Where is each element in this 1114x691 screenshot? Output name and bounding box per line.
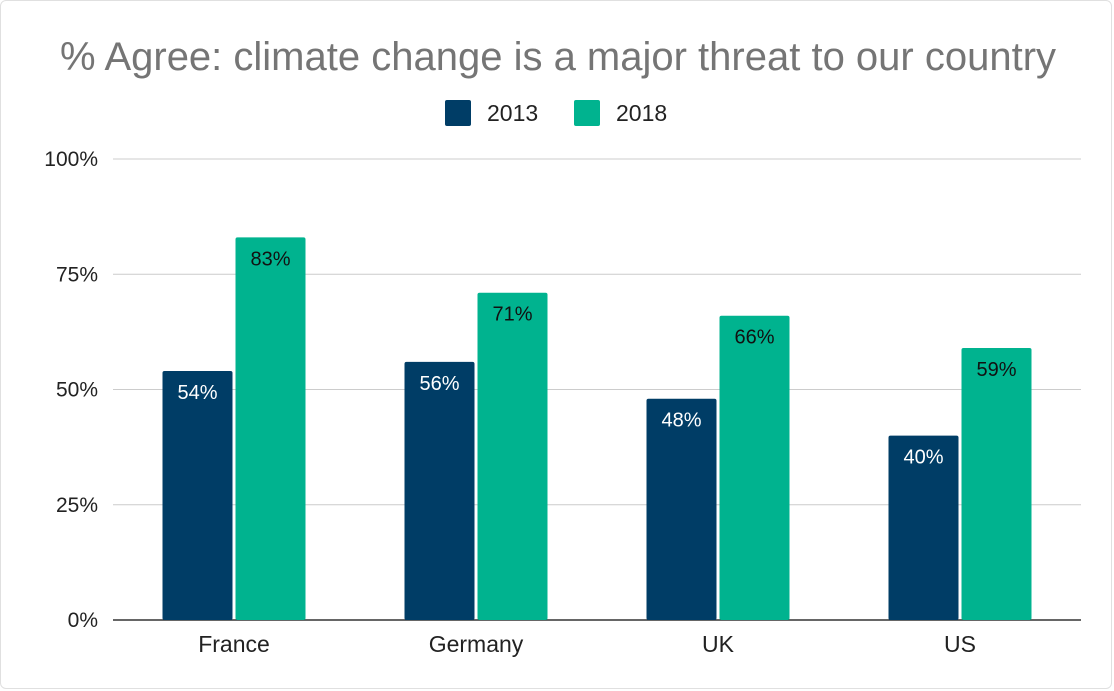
data-label: 48% xyxy=(661,410,701,432)
y-tick-label: 100% xyxy=(44,148,98,171)
x-category-label: UK xyxy=(702,631,735,657)
data-label: 54% xyxy=(177,382,217,404)
y-axis-labels: 0% 25% 50% 75% 100% xyxy=(44,148,98,632)
chart-title: % Agree: climate change is a major threa… xyxy=(60,35,1056,79)
y-tick-label: 0% xyxy=(68,609,98,632)
data-label: 66% xyxy=(734,327,774,349)
bar-2013-us xyxy=(888,435,959,620)
data-label: 71% xyxy=(492,304,532,326)
y-tick-label: 75% xyxy=(56,263,98,286)
y-tick-label: 50% xyxy=(56,379,98,402)
bar-2018-france xyxy=(235,237,306,620)
legend-swatch-2018 xyxy=(574,100,600,126)
bar-labels: 54% 83% 56% 71% 48% 66% 40% 59% xyxy=(177,248,1016,468)
bar-2013-germany xyxy=(404,361,475,620)
legend-label-2013: 2013 xyxy=(487,100,538,126)
data-label: 40% xyxy=(903,447,943,469)
bar-2018-uk xyxy=(719,315,790,620)
x-category-label: France xyxy=(198,631,270,657)
x-axis-labels: France Germany UK US xyxy=(198,631,976,657)
bar-2013-france xyxy=(162,371,233,620)
x-category-label: Germany xyxy=(429,631,524,657)
bar-2018-us xyxy=(961,348,1032,620)
y-tick-label: 25% xyxy=(56,494,98,517)
data-label: 56% xyxy=(419,373,459,395)
data-label: 59% xyxy=(976,359,1016,381)
legend-label-2018: 2018 xyxy=(616,100,667,126)
legend: 2013 2018 xyxy=(445,100,667,126)
bars xyxy=(162,237,1032,620)
x-category-label: US xyxy=(944,631,976,657)
legend-swatch-2013 xyxy=(445,100,471,126)
bar-2018-germany xyxy=(477,292,548,620)
bar-2013-uk xyxy=(646,398,717,620)
data-label: 83% xyxy=(250,248,290,270)
